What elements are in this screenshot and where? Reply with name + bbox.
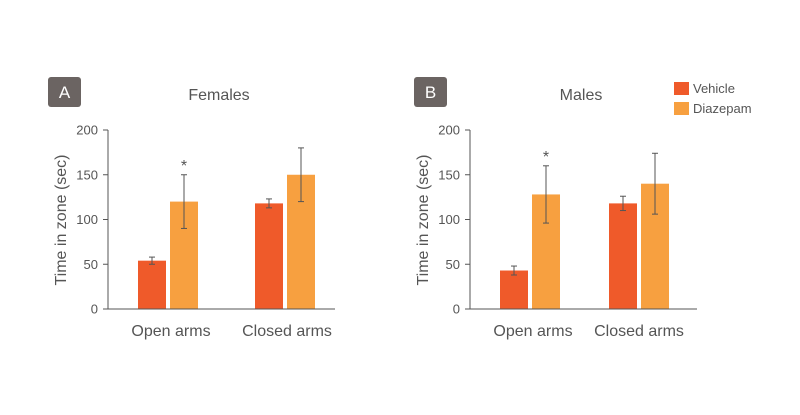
legend-label-diazepam: Diazepam bbox=[693, 101, 752, 116]
legend-swatch-vehicle bbox=[674, 82, 689, 95]
significance-marks: * bbox=[543, 149, 549, 166]
y-tick-label: 0 bbox=[91, 302, 98, 317]
bar-vehicle-open-arms bbox=[138, 260, 166, 309]
panel-label-badge bbox=[414, 77, 447, 107]
panel-label: A bbox=[59, 83, 71, 102]
x-category-label: Open arms bbox=[131, 323, 210, 340]
bars bbox=[500, 183, 669, 309]
panel-title: Females bbox=[188, 87, 249, 104]
error-bar bbox=[652, 152, 658, 215]
y-tick-label: 150 bbox=[438, 167, 460, 182]
error-bars bbox=[149, 147, 304, 265]
error-bar bbox=[181, 174, 187, 229]
error-bar bbox=[298, 147, 304, 203]
y-tick-label: 100 bbox=[76, 212, 98, 227]
error-bar bbox=[543, 165, 549, 224]
significance-star: * bbox=[543, 149, 549, 166]
y-tick-label: 100 bbox=[438, 212, 460, 227]
bar-vehicle-closed-arms bbox=[609, 203, 637, 309]
panel-label: B bbox=[425, 83, 436, 102]
bar-vehicle-open-arms bbox=[500, 270, 528, 309]
y-tick-label: 200 bbox=[438, 123, 460, 138]
panel-label-badge bbox=[48, 77, 81, 107]
panel-a: A Females Time in zone (sec) 0 50 100 150 20… bbox=[48, 77, 335, 340]
y-ticks: 0 50 100 150 200 bbox=[438, 123, 470, 317]
y-tick-label: 150 bbox=[76, 167, 98, 182]
y-tick-label: 50 bbox=[84, 257, 98, 272]
error-bar bbox=[266, 198, 272, 209]
axes bbox=[107, 130, 335, 310]
error-bar bbox=[511, 265, 517, 276]
panel-title: Males bbox=[560, 87, 603, 104]
error-bar bbox=[149, 256, 155, 265]
legend-label-vehicle: Vehicle bbox=[693, 81, 735, 96]
legend-swatch-diazepam bbox=[674, 102, 689, 115]
x-category-label: Closed arms bbox=[242, 323, 332, 340]
bars bbox=[138, 174, 315, 309]
axes bbox=[469, 130, 697, 310]
error-bar bbox=[620, 195, 626, 212]
bar-vehicle-closed-arms bbox=[255, 203, 283, 309]
y-tick-label: 50 bbox=[446, 257, 460, 272]
y-tick-label: 200 bbox=[76, 123, 98, 138]
legend: Vehicle Diazepam bbox=[674, 81, 752, 116]
error-bars bbox=[511, 152, 658, 276]
x-category-label: Closed arms bbox=[594, 323, 684, 340]
category-labels: Open arms Closed arms bbox=[493, 323, 683, 340]
panel-b: B Males Time in zone (sec) 050100150200 … bbox=[414, 77, 697, 340]
significance-marks: * bbox=[181, 158, 187, 175]
y-tick-label: 0 bbox=[453, 302, 460, 317]
y-axis-label: Time in zone (sec) bbox=[415, 155, 432, 286]
y-ticks: 0 50 100 150 200 bbox=[76, 123, 108, 317]
significance-star: * bbox=[181, 158, 187, 175]
category-labels: Open arms Closed arms bbox=[131, 323, 331, 340]
y-axis-label: Time in zone (sec) bbox=[53, 155, 70, 286]
x-category-label: Open arms bbox=[493, 323, 572, 340]
